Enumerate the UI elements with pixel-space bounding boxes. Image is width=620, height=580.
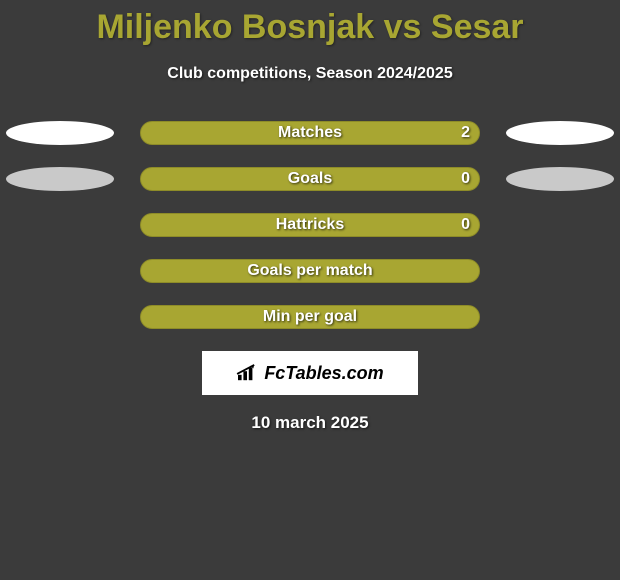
left-marker-ellipse [6, 121, 114, 145]
stat-bar: Hattricks [140, 213, 480, 237]
comparison-rows: Matches 2 Goals 0 Hattricks 0 Goals per … [0, 121, 620, 329]
stat-value: 0 [461, 167, 470, 191]
left-marker-ellipse [6, 167, 114, 191]
stat-bar: Min per goal [140, 305, 480, 329]
stat-value: 2 [461, 121, 470, 145]
right-marker-ellipse [506, 167, 614, 191]
stat-label: Matches [278, 124, 342, 142]
stat-label: Min per goal [263, 308, 357, 326]
stat-bar: Matches [140, 121, 480, 145]
stat-bar: Goals per match [140, 259, 480, 283]
bar-chart-icon [236, 364, 258, 382]
stat-label: Hattricks [276, 216, 344, 234]
logo-text: FcTables.com [264, 363, 383, 384]
date-label: 10 march 2025 [0, 413, 620, 433]
page-title: Miljenko Bosnjak vs Sesar [0, 0, 620, 47]
stat-row: Goals 0 [0, 167, 620, 191]
stat-label: Goals [288, 170, 332, 188]
stat-label: Goals per match [247, 262, 372, 280]
right-marker-ellipse [506, 121, 614, 145]
stat-value: 0 [461, 213, 470, 237]
stat-row: Hattricks 0 [0, 213, 620, 237]
stat-row: Min per goal [0, 305, 620, 329]
stat-row: Goals per match [0, 259, 620, 283]
stat-bar: Goals [140, 167, 480, 191]
source-logo: FcTables.com [202, 351, 418, 395]
subtitle: Club competitions, Season 2024/2025 [0, 65, 620, 83]
stat-row: Matches 2 [0, 121, 620, 145]
